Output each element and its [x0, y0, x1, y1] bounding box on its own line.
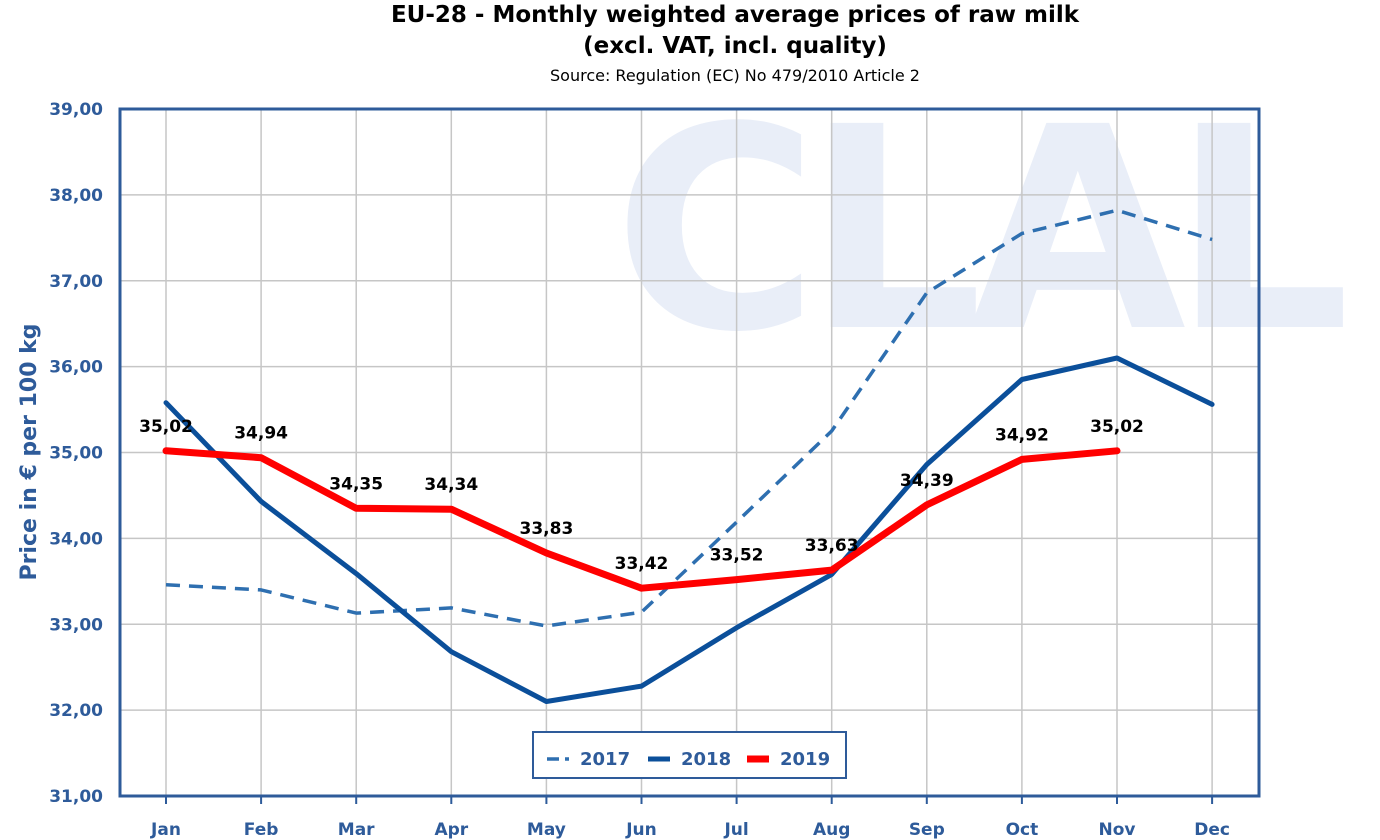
data-label: 34,94: [234, 424, 288, 444]
x-tick-label: Oct: [1006, 820, 1039, 840]
axis-layer: 31,00 32,00 33,00 34,00 35,00 36,00 37,00 38,00…: [49, 100, 1230, 840]
y-tick-label: 31,00: [49, 787, 103, 807]
plot-frame: [118, 107, 1261, 798]
data-label: 35,02: [139, 417, 193, 437]
chart-title-line-2: (excl. VAT, incl. quality): [583, 33, 887, 59]
x-tick-label: Feb: [244, 820, 279, 840]
x-tick-label: Aug: [813, 820, 850, 840]
data-label: 34,35: [329, 474, 383, 494]
x-tick-label: Nov: [1099, 820, 1136, 840]
watermark-layer: CLAL: [613, 68, 1361, 394]
legend-label-2018: 2018: [681, 749, 731, 770]
data-labels-layer: 35,02 34,94 34,35 34,34 33,83 33,42 33,52 33,63…: [139, 417, 1144, 574]
y-tick-label: 32,00: [49, 701, 103, 721]
data-label: 33,83: [520, 519, 574, 539]
legend-box: [532, 731, 847, 779]
y-axis-label: Price in € per 100 kg: [17, 323, 42, 580]
series-layer: [162, 208, 1215, 704]
data-label: 33,52: [710, 546, 764, 566]
x-tick-label: Jun: [625, 820, 657, 840]
legend: 2017 2018 2019: [532, 731, 847, 779]
series-line-2018: [163, 355, 1215, 704]
data-label: 34,39: [900, 471, 954, 491]
data-label: 34,34: [424, 475, 478, 495]
x-tick-label: Jan: [150, 820, 181, 840]
clal-watermark: CLAL: [613, 68, 1347, 394]
y-tick-label: 35,00: [49, 444, 103, 464]
data-label: 33,42: [615, 554, 669, 574]
x-tick-label: Apr: [434, 820, 468, 840]
series-line-2017: [165, 208, 1213, 628]
data-label: 34,92: [995, 425, 1049, 445]
x-tick-label: May: [527, 820, 566, 840]
x-tick-label: Sep: [909, 820, 945, 840]
data-label: 35,02: [1090, 417, 1144, 437]
y-tick-label: 38,00: [49, 186, 103, 206]
x-tick-label: Jul: [723, 820, 748, 840]
y-tick-label: 33,00: [49, 615, 103, 635]
y-tick-label: 37,00: [49, 272, 103, 292]
x-tick-label: Dec: [1194, 820, 1230, 840]
legend-label-2019: 2019: [780, 749, 830, 770]
chart-subtitle: Source: Regulation (EC) No 479/2010 Arti…: [550, 66, 920, 85]
chart-title: EU-28 - Monthly weighted average prices …: [390, 2, 1080, 28]
y-tick-label: 36,00: [49, 358, 103, 378]
legend-label-2017: 2017: [580, 749, 630, 770]
x-tick-label: Mar: [338, 820, 375, 840]
y-tick-label: 34,00: [49, 529, 103, 549]
y-tick-label: 39,00: [49, 100, 103, 120]
data-label: 33,63: [805, 536, 859, 556]
